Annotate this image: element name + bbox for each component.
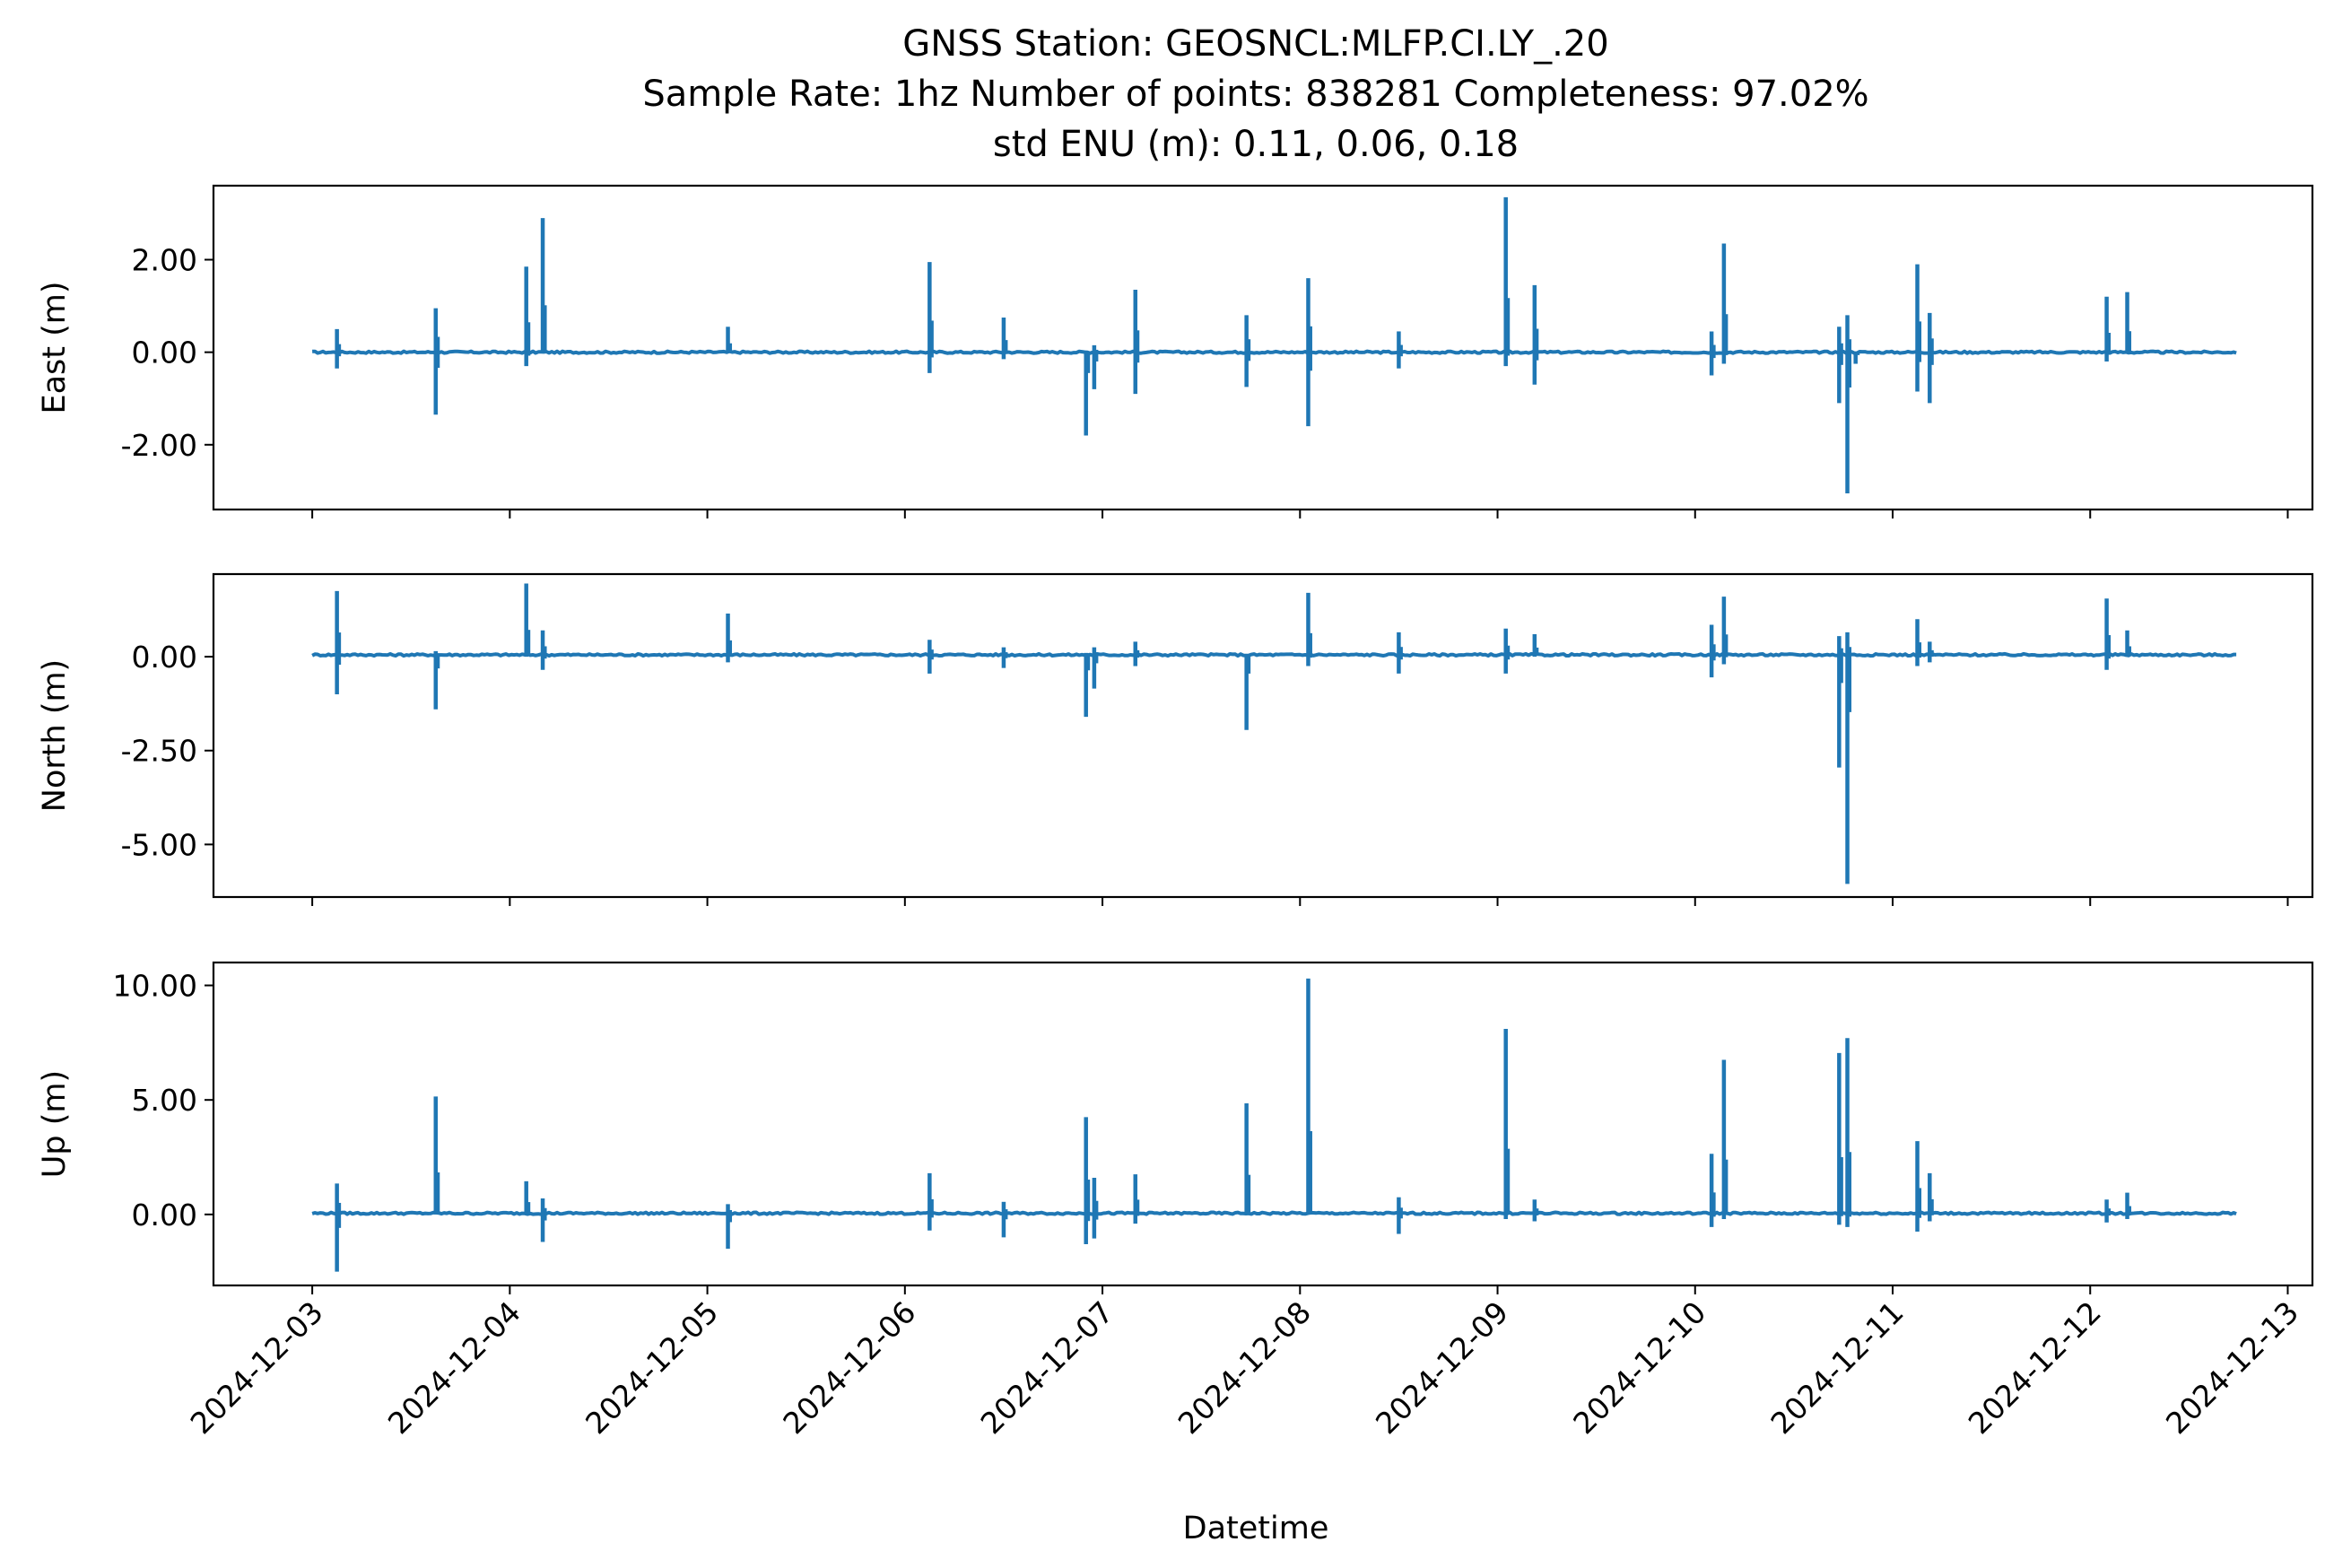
y-tick-label: 10.00: [113, 969, 197, 1004]
y-tick-label: 0.00: [132, 1198, 197, 1233]
up-panel: 10.00 5.00 0.00 Up (m): [37, 961, 2314, 1294]
y-axis-label: Up (m): [37, 1070, 73, 1178]
y-tick-label: 0.00: [132, 640, 197, 675]
figure-title-line-2: Sample Rate: 1hz Number of points: 83828…: [642, 74, 1868, 115]
y-tick-label: 0.00: [132, 335, 197, 370]
y-tick-label: -2.50: [121, 734, 197, 769]
y-tick-label: 2.00: [132, 243, 197, 278]
y-tick-label: -2.00: [121, 428, 197, 463]
series-line-group: [312, 196, 2237, 493]
series-line-group: [311, 583, 2237, 884]
figure-title-line-3: std ENU (m): 0.11, 0.06, 0.18: [993, 124, 1519, 165]
north-panel: 0.00 -2.50 -5.00 North (m): [37, 572, 2314, 906]
panel-frame: [212, 184, 2314, 511]
series-baseline-trace: [312, 349, 2237, 355]
y-axis-label: East (m): [37, 281, 73, 414]
series-baseline-trace: [311, 1210, 2237, 1216]
y-tick-label: 5.00: [132, 1083, 197, 1118]
series-line-group: [311, 978, 2237, 1272]
figure-title-line-1: GNSS Station: GEOSNCL:MLFP.CI.LY_.20: [902, 23, 1608, 65]
x-axis-label: Datetime: [1183, 1511, 1329, 1546]
panel-frame: [212, 961, 2314, 1287]
series-baseline-trace: [311, 651, 2237, 658]
panel-frame: [212, 572, 2314, 899]
y-tick-label: -5.00: [121, 827, 197, 862]
y-axis-label: North (m): [37, 659, 73, 812]
east-panel: 2.00 0.00 -2.00 East (m): [37, 184, 2314, 518]
